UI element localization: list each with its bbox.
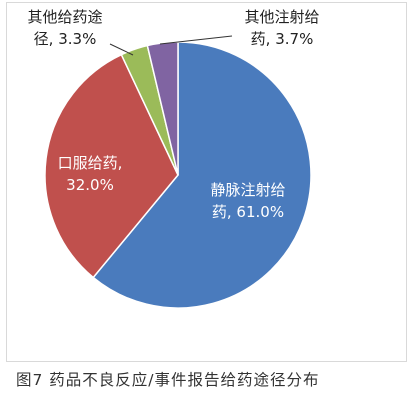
- pie-slice-1: [44, 53, 179, 279]
- leader-line-2: [109, 43, 134, 56]
- figure-caption: 图7 药品不良反应/事件报告给药途径分布: [16, 371, 320, 389]
- pie-slice-0: [92, 41, 312, 309]
- slice-label-2: 其他给药途径, 3.3%: [27, 8, 102, 48]
- slice-label-1: 口服给药, 32.0%: [58, 154, 123, 194]
- slice-label-0: 静脉注射给药, 61.0%: [210, 181, 285, 221]
- leader-line-3: [159, 35, 233, 45]
- slice-label-3: 其他注射给药, 3.7%: [244, 8, 319, 48]
- chart-frame: [6, 2, 407, 362]
